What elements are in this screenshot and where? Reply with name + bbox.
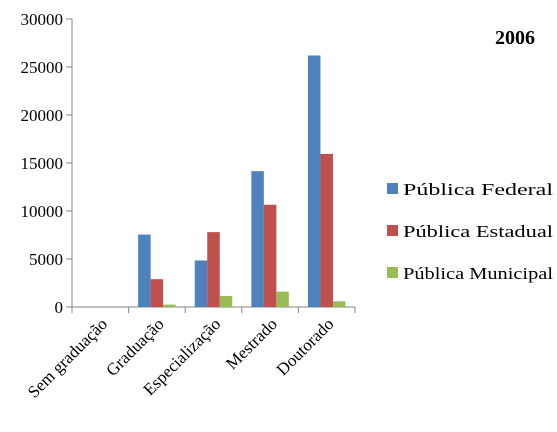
y-tick-label: 10000 — [21, 202, 64, 221]
category-label: Sem graduação — [24, 314, 111, 401]
category-label: Mestrado — [222, 314, 281, 373]
y-tick-label: 20000 — [21, 106, 64, 125]
y-ticks: 0 5000 10000 15000 20000 25000 30000 — [21, 10, 72, 317]
bar-publica-municipal-mestrado — [276, 291, 289, 307]
bar-publica-estadual-doutorado — [320, 153, 333, 307]
category-labels: Sem graduaçãoGraduaçãoEspecializaçãoMest… — [24, 314, 338, 401]
x-ticks — [71, 307, 356, 313]
legend-label-publica-estadual: Pública Estadual — [403, 222, 553, 241]
bar-publica-municipal-especializacao — [219, 295, 233, 307]
legend-swatch-publica-municipal — [387, 267, 398, 278]
bar-publica-federal-graduacao — [138, 234, 151, 307]
y-tick-label: 5000 — [29, 250, 63, 269]
bar-publica-estadual-graduacao — [150, 279, 164, 307]
legend-label-publica-federal: Pública Federal — [403, 180, 553, 199]
chart-title: 2006 — [495, 27, 535, 49]
legend-swatch-publica-federal — [387, 183, 398, 194]
bar-publica-federal-mestrado — [251, 171, 264, 307]
bars — [138, 55, 346, 308]
y-tick-label: 15000 — [21, 154, 64, 173]
bar-publica-estadual-mestrado — [263, 204, 277, 307]
bar-publica-federal-doutorado — [307, 55, 321, 308]
y-tick-label: 30000 — [21, 10, 64, 29]
bar-publica-estadual-especializacao — [207, 232, 220, 307]
bar-publica-municipal-doutorado — [332, 301, 346, 307]
legend: Pública Federal Pública Estadual Pública M… — [387, 180, 553, 283]
bar-publica-municipal-graduacao — [163, 304, 176, 307]
y-tick-label: 25000 — [21, 58, 64, 77]
bar-publica-federal-especializacao — [194, 260, 208, 307]
legend-label-publica-municipal: Pública Municipal — [403, 264, 553, 283]
legend-swatch-publica-estadual — [387, 225, 398, 236]
category-label: Doutorado — [273, 314, 338, 379]
y-tick-label: 0 — [55, 298, 64, 317]
